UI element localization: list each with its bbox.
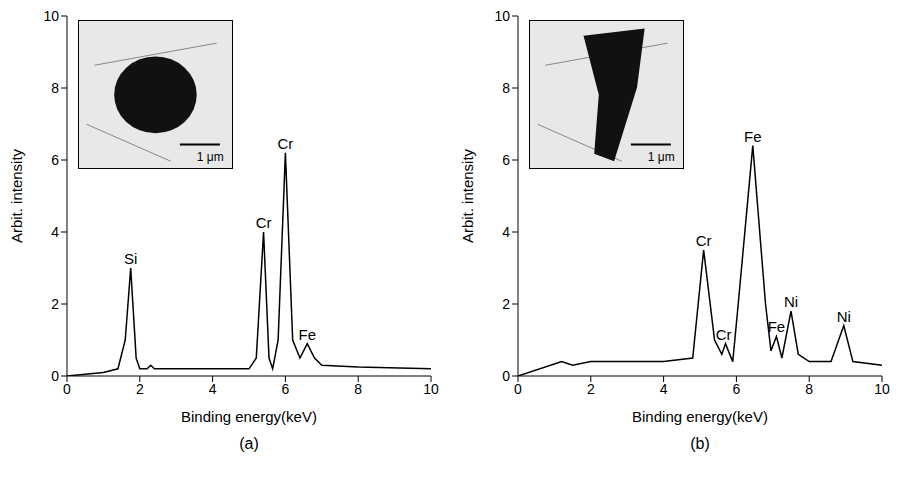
html-text:1 μm: 1 μm (647, 150, 675, 165)
svg-text:8: 8 (354, 381, 362, 397)
svg-text:10: 10 (43, 8, 59, 24)
svg-text:0: 0 (502, 368, 510, 384)
svg-text:Fe: Fe (744, 128, 762, 145)
svg-text:0: 0 (51, 368, 59, 384)
svg-text:4: 4 (660, 381, 668, 397)
svg-text:Fe: Fe (298, 326, 316, 343)
svg-text:Si: Si (124, 250, 137, 267)
svg-text:Arbit. intensity: Arbit. intensity (459, 148, 476, 243)
svg-text:6: 6 (733, 381, 741, 397)
svg-text:10: 10 (874, 381, 890, 397)
svg-text:6: 6 (51, 152, 59, 168)
svg-text:4: 4 (209, 381, 217, 397)
svg-text:0: 0 (63, 381, 71, 397)
html-text:1 μm: 1 μm (196, 150, 224, 165)
svg-text:2: 2 (502, 296, 510, 312)
svg-text:4: 4 (502, 224, 510, 240)
svg-text:4: 4 (51, 224, 59, 240)
svg-text:2: 2 (136, 381, 144, 397)
html-text:(b): (b) (690, 435, 710, 452)
svg-text:Fe: Fe (768, 318, 786, 335)
svg-text:10: 10 (423, 381, 439, 397)
svg-text:6: 6 (282, 381, 290, 397)
svg-text:Ni: Ni (784, 293, 798, 310)
svg-text:Cr: Cr (256, 214, 272, 231)
svg-text:6: 6 (502, 152, 510, 168)
svg-text:Ni: Ni (837, 308, 851, 325)
svg-text:Binding energy(keV): Binding energy(keV) (181, 408, 317, 425)
svg-text:8: 8 (51, 80, 59, 96)
html-text:(a): (a) (239, 435, 259, 452)
svg-text:2: 2 (51, 296, 59, 312)
svg-text:Cr: Cr (696, 232, 712, 249)
svg-text:Cr: Cr (277, 135, 293, 152)
svg-text:Binding energy(keV): Binding energy(keV) (632, 408, 768, 425)
svg-text:8: 8 (502, 80, 510, 96)
svg-text:Cr: Cr (716, 326, 732, 343)
svg-text:0: 0 (514, 381, 522, 397)
svg-text:Arbit. intensity: Arbit. intensity (8, 148, 25, 243)
svg-text:2: 2 (587, 381, 595, 397)
svg-text:10: 10 (494, 8, 510, 24)
svg-text:8: 8 (805, 381, 813, 397)
